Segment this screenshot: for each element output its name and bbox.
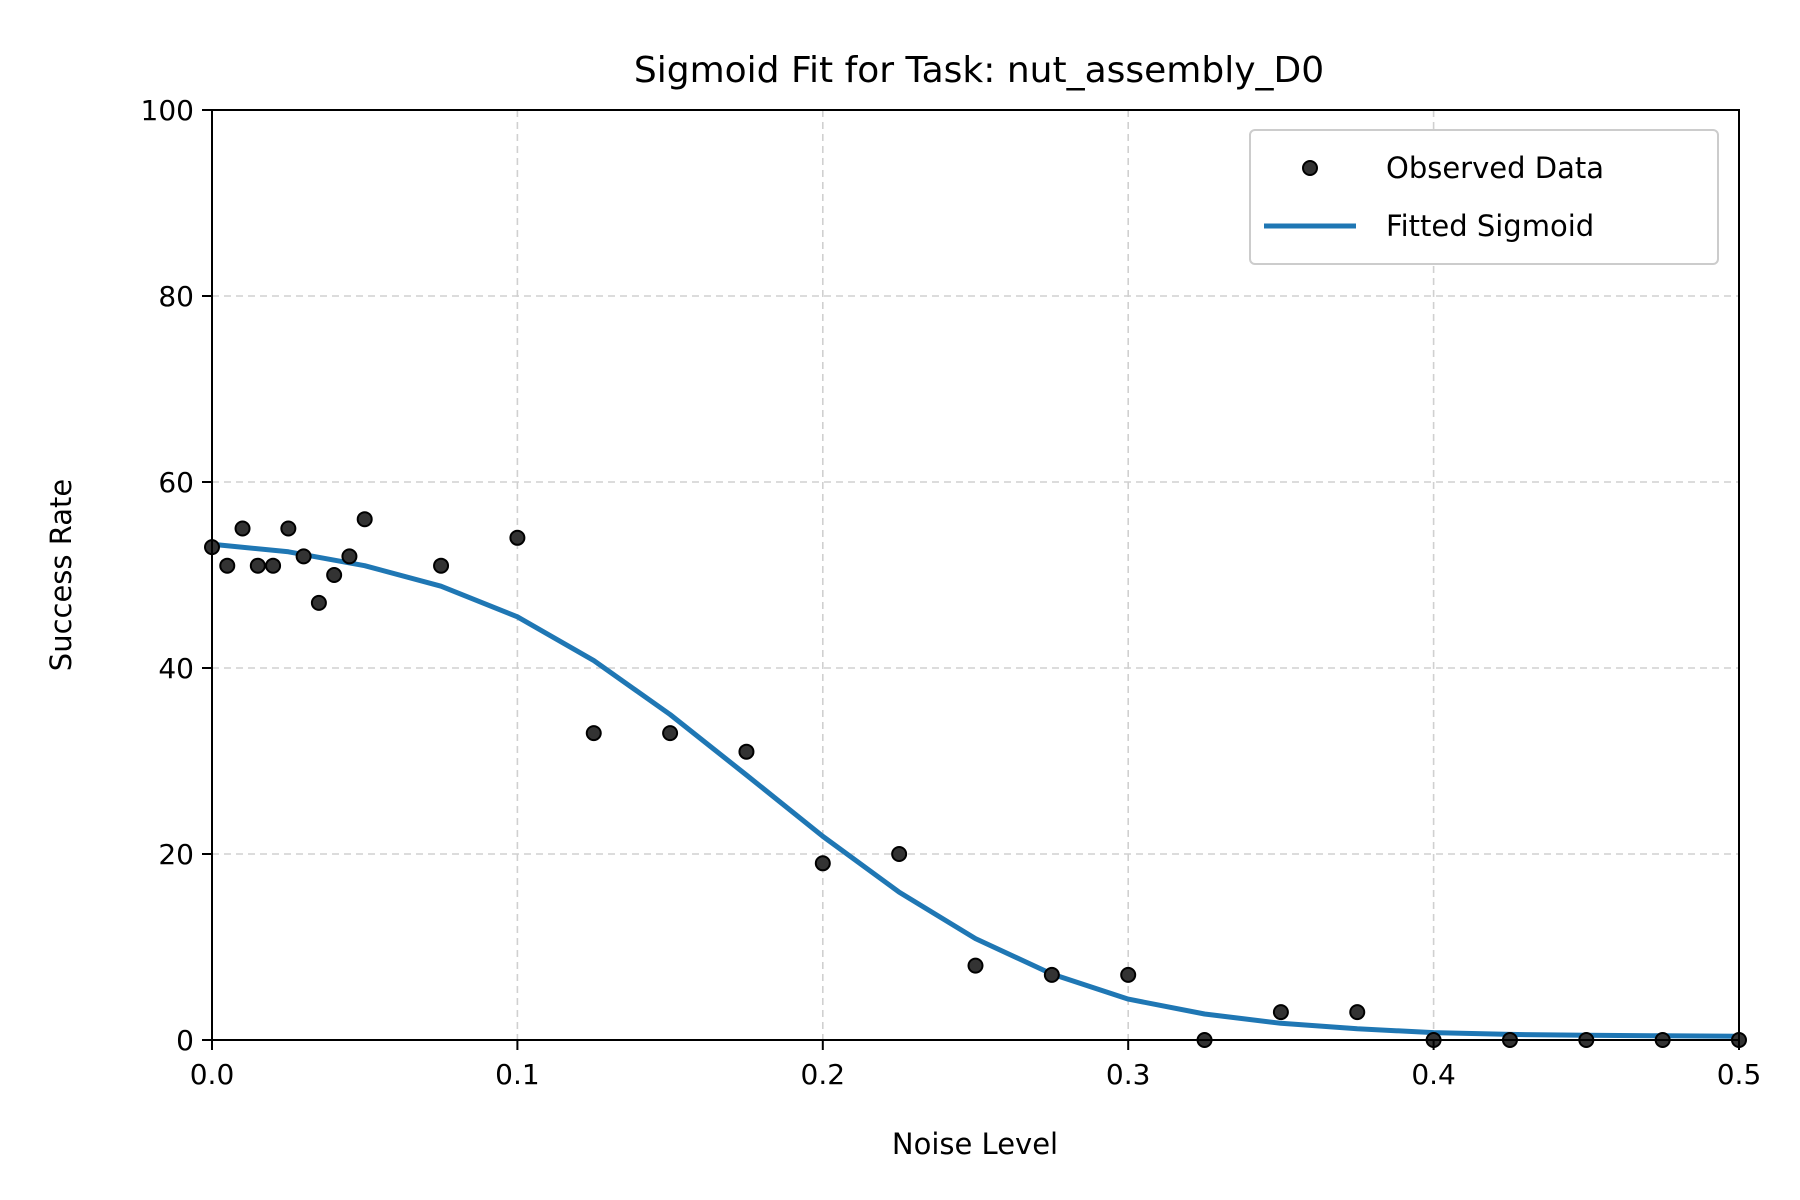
data-point [738, 743, 755, 760]
x-tick-label: 0.4 [1411, 1058, 1456, 1091]
data-points-layer [204, 511, 1747, 1048]
data-point [341, 548, 358, 565]
data-point [509, 529, 526, 546]
fitted-sigmoid-line [211, 541, 1740, 1039]
data-point [814, 855, 831, 872]
x-tick-label: 0.3 [1106, 1058, 1151, 1091]
legend: Observed Data Fitted Sigmoid [1249, 129, 1719, 265]
data-point [356, 511, 373, 528]
data-point [585, 725, 602, 742]
fit-line-layer [211, 541, 1740, 1039]
y-tick-label: 0 [176, 1024, 194, 1057]
x-tick-label: 0.2 [801, 1058, 846, 1091]
data-point [1272, 1004, 1289, 1021]
data-point [295, 548, 312, 565]
legend-label-fit: Fitted Sigmoid [1386, 209, 1594, 243]
chart-title: Sigmoid Fit for Task: nut_assembly_D0 [634, 50, 1324, 91]
data-point [234, 520, 251, 537]
data-point [249, 557, 266, 574]
y-tick-label: 40 [158, 652, 194, 685]
y-tick-label: 100 [141, 94, 194, 127]
data-point [219, 557, 236, 574]
data-point [1120, 966, 1137, 983]
x-axis-label: Noise Level [892, 1127, 1058, 1161]
x-tick-label: 0.0 [190, 1058, 235, 1091]
data-point [967, 957, 984, 974]
y-tick-label: 60 [158, 466, 194, 499]
data-point [662, 725, 679, 742]
data-point [280, 520, 297, 537]
data-point [433, 557, 450, 574]
plot-frame [211, 109, 1740, 1041]
x-tick-label: 0.1 [495, 1058, 540, 1091]
legend-label-observed: Observed Data [1386, 151, 1604, 185]
data-point [1043, 966, 1060, 983]
legend-marker-observed [1302, 160, 1318, 176]
y-tick-label: 80 [158, 280, 194, 313]
grid-lines [212, 110, 1739, 1040]
y-axis-label: Success Rate [44, 479, 78, 671]
data-point [1349, 1004, 1366, 1021]
axis-ticks: 0.0 0.1 0.2 0.3 0.4 0.5 0 20 40 60 80 100 [141, 94, 1762, 1091]
legend-box [1249, 129, 1719, 265]
y-tick-label: 20 [158, 838, 194, 871]
data-point [265, 557, 282, 574]
data-point [310, 594, 327, 611]
data-point [326, 567, 343, 583]
x-tick-label: 0.5 [1717, 1058, 1762, 1091]
data-point [891, 846, 908, 862]
